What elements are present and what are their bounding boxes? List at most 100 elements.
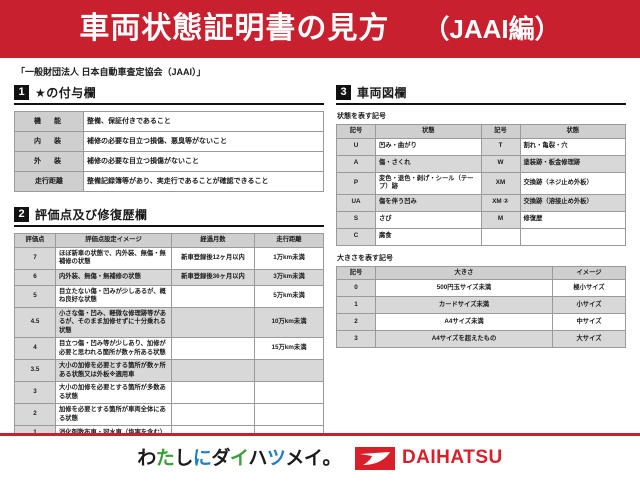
eval-mileage — [254, 381, 324, 404]
eval-months: 新車登録後12ヶ月以内 — [171, 246, 255, 270]
slogan-char: た — [155, 447, 175, 469]
eval-score: 7 — [14, 246, 56, 270]
condition-desc: 修復歴 — [519, 210, 626, 229]
size-image: 中サイズ — [552, 313, 626, 331]
condition-desc: さび — [375, 210, 482, 229]
condition-desc: 凹み・曲がり — [375, 137, 482, 156]
slogan-char: 。 — [322, 447, 341, 469]
size-symbol: 1 — [336, 296, 376, 314]
eval-image: 目立たない傷・凹みが少しあるが、概ね良好な状態 — [55, 284, 172, 308]
condition-symbol: U — [336, 137, 376, 156]
size-value: A4サイズを超えたもの — [375, 330, 553, 348]
size-value: A4サイズ未満 — [375, 313, 553, 331]
eval-mileage: 1万km未満 — [254, 246, 324, 270]
table-header-row: 評価点 評価点設定イメージ 経過月数 走行距離 — [14, 233, 324, 248]
condition-symbol: UA — [336, 193, 376, 212]
slogan-char: わ — [137, 447, 156, 469]
star-row-label: 内 装 — [14, 131, 84, 152]
star-row-label: 機 能 — [14, 111, 84, 132]
eval-image: 内外装、無傷・無補修の状態 — [55, 268, 172, 286]
table-row: 3 大小の加修を必要とする箇所が多数ある状態 — [14, 381, 324, 404]
page-banner: 車両状態証明書の見方 （JAAI編） — [0, 0, 640, 58]
table-row: P 変色・退色・剥げ・シール（テープ）跡 XM 交換跡（ネジ止め外板） — [336, 171, 626, 195]
eval-months — [171, 337, 255, 360]
column-header-size: 大きさ — [375, 265, 553, 280]
column-header-image: 評価点設定イメージ — [55, 233, 172, 248]
table-row: 4 目立つ傷・凹み等が少しあり、加修が必要と思われる箇所が数ヶ所ある状態 15万… — [14, 337, 324, 360]
two-column-layout: 1 ★の付与欄 機 能 整備、保証付きであること 内 装 補修の必要な目立つ損傷… — [14, 84, 626, 483]
brand-slogan: わ た し に ダ イ ハ ツ メ イ 。 — [137, 449, 341, 468]
eval-months — [171, 403, 255, 426]
condition-symbol: XM ② — [480, 193, 521, 212]
section-1-title: ★の付与欄 — [35, 86, 97, 100]
section-1-heading: 1 ★の付与欄 — [14, 84, 324, 105]
star-row-desc: 整備記録簿等があり、実走行であることが確認できること — [83, 171, 324, 192]
table-row: 走行距離 整備記録簿等があり、実走行であることが確認できること — [14, 171, 324, 192]
size-value: カードサイズ未満 — [375, 296, 553, 314]
column-header-condition-left: 状態 — [375, 124, 482, 139]
eval-score: 4 — [14, 337, 56, 360]
table-row: 外 装 補修の必要な目立つ損傷がないこと — [14, 151, 324, 172]
slogan-char: イ — [303, 447, 323, 469]
eval-score: 2 — [14, 403, 56, 426]
table-header-row: 記号 大きさ イメージ — [336, 265, 626, 280]
column-header-condition-right: 状態 — [519, 124, 626, 139]
size-symbol: 0 — [336, 279, 376, 297]
table-row: C 腐食 — [336, 227, 626, 246]
condition-desc: 傷・さくれ — [375, 154, 482, 173]
section-2-title: 評価点及び修復歴欄 — [35, 208, 148, 222]
page-title: 車両状態証明書の見方 — [79, 12, 390, 45]
organization-line: 「一般財団法人 日本自動車査定協会（JAAI）」 — [16, 67, 206, 77]
eval-score: 4.5 — [14, 306, 56, 338]
condition-symbol: M — [480, 210, 521, 229]
star-row-desc: 整備、保証付きであること — [83, 111, 324, 132]
document-body: 「一般財団法人 日本自動車査定協会（JAAI）」 1 ★の付与欄 機 能 整備、… — [0, 58, 640, 481]
star-row-label: 走行距離 — [14, 171, 84, 192]
eval-image: 大小の加修を必要とする箇所が数ヶ所ある状態又は外板※適用車 — [55, 359, 172, 382]
condition-symbol: A — [336, 154, 376, 173]
eval-score: 3.5 — [14, 359, 56, 382]
eval-image: 目立つ傷・凹み等が少しあり、加修が必要と思われる箇所が数ヶ所ある状態 — [55, 337, 172, 360]
eval-score: 5 — [14, 284, 56, 308]
eval-score: 3 — [14, 381, 56, 404]
condition-desc: 変色・退色・剥げ・シール（テープ）跡 — [375, 171, 482, 195]
column-header-mileage: 走行距離 — [254, 233, 324, 248]
table-row: 内 装 補修の必要な目立つ損傷、悪臭等がないこと — [14, 131, 324, 152]
table-row: A 傷・さくれ W 塗装跡・板金修理跡 — [336, 154, 626, 173]
condition-symbol: S — [336, 210, 376, 229]
slogan-char: ツ — [266, 447, 286, 469]
slogan-char: イ — [229, 447, 249, 469]
condition-symbol: XM — [480, 171, 521, 195]
table-header-row: 記号 状態 記号 状態 — [336, 124, 626, 139]
condition-symbol-table: 記号 状態 記号 状態 U 凹み・曲がり T 割れ・亀裂・穴 — [336, 124, 626, 246]
condition-symbol — [480, 227, 521, 246]
condition-desc — [519, 227, 626, 246]
condition-symbol: T — [480, 137, 521, 156]
condition-desc: 塗装跡・板金修理跡 — [519, 154, 626, 173]
table-row: UA 傷を伴う凹み XM ② 交換跡（溶接止め外板） — [336, 193, 626, 212]
eval-image: ほぼ新車の状態で、内外装、無傷・無補修の状態 — [55, 246, 172, 270]
table-row: 2 A4サイズ未満 中サイズ — [336, 313, 626, 331]
eval-mileage: 5万km未満 — [254, 284, 324, 308]
eval-months — [171, 306, 255, 338]
condition-symbol: W — [480, 154, 521, 173]
section-2-number: 2 — [14, 207, 29, 222]
eval-months — [171, 381, 255, 404]
slogan-char: ダ — [211, 447, 230, 469]
daihatsu-wordmark: DAIHATSU — [401, 447, 503, 468]
slogan-char: メ — [285, 447, 304, 469]
condition-symbols-label: 状態を表す記号 — [337, 113, 386, 120]
eval-score: 6 — [14, 268, 56, 286]
section-1-number: 1 — [14, 85, 29, 100]
table-row: S さび M 修復歴 — [336, 210, 626, 229]
size-symbol: 3 — [336, 330, 376, 348]
eval-mileage — [254, 359, 324, 382]
section-3-number: 3 — [336, 85, 351, 100]
column-header-symbol-left: 記号 — [336, 124, 376, 139]
slogan-char: し — [174, 447, 193, 469]
page-footer: わ た し に ダ イ ハ ツ メ イ 。 DAIHATSU — [0, 433, 640, 480]
table-row: 3.5 大小の加修を必要とする箇所が数ヶ所ある状態又は外板※適用車 — [14, 359, 324, 382]
size-image: 大サイズ — [552, 330, 626, 348]
eval-image: 加修を必要とする箇所が車両全体にある状態 — [55, 403, 172, 426]
eval-mileage: 15万km未満 — [254, 337, 324, 360]
